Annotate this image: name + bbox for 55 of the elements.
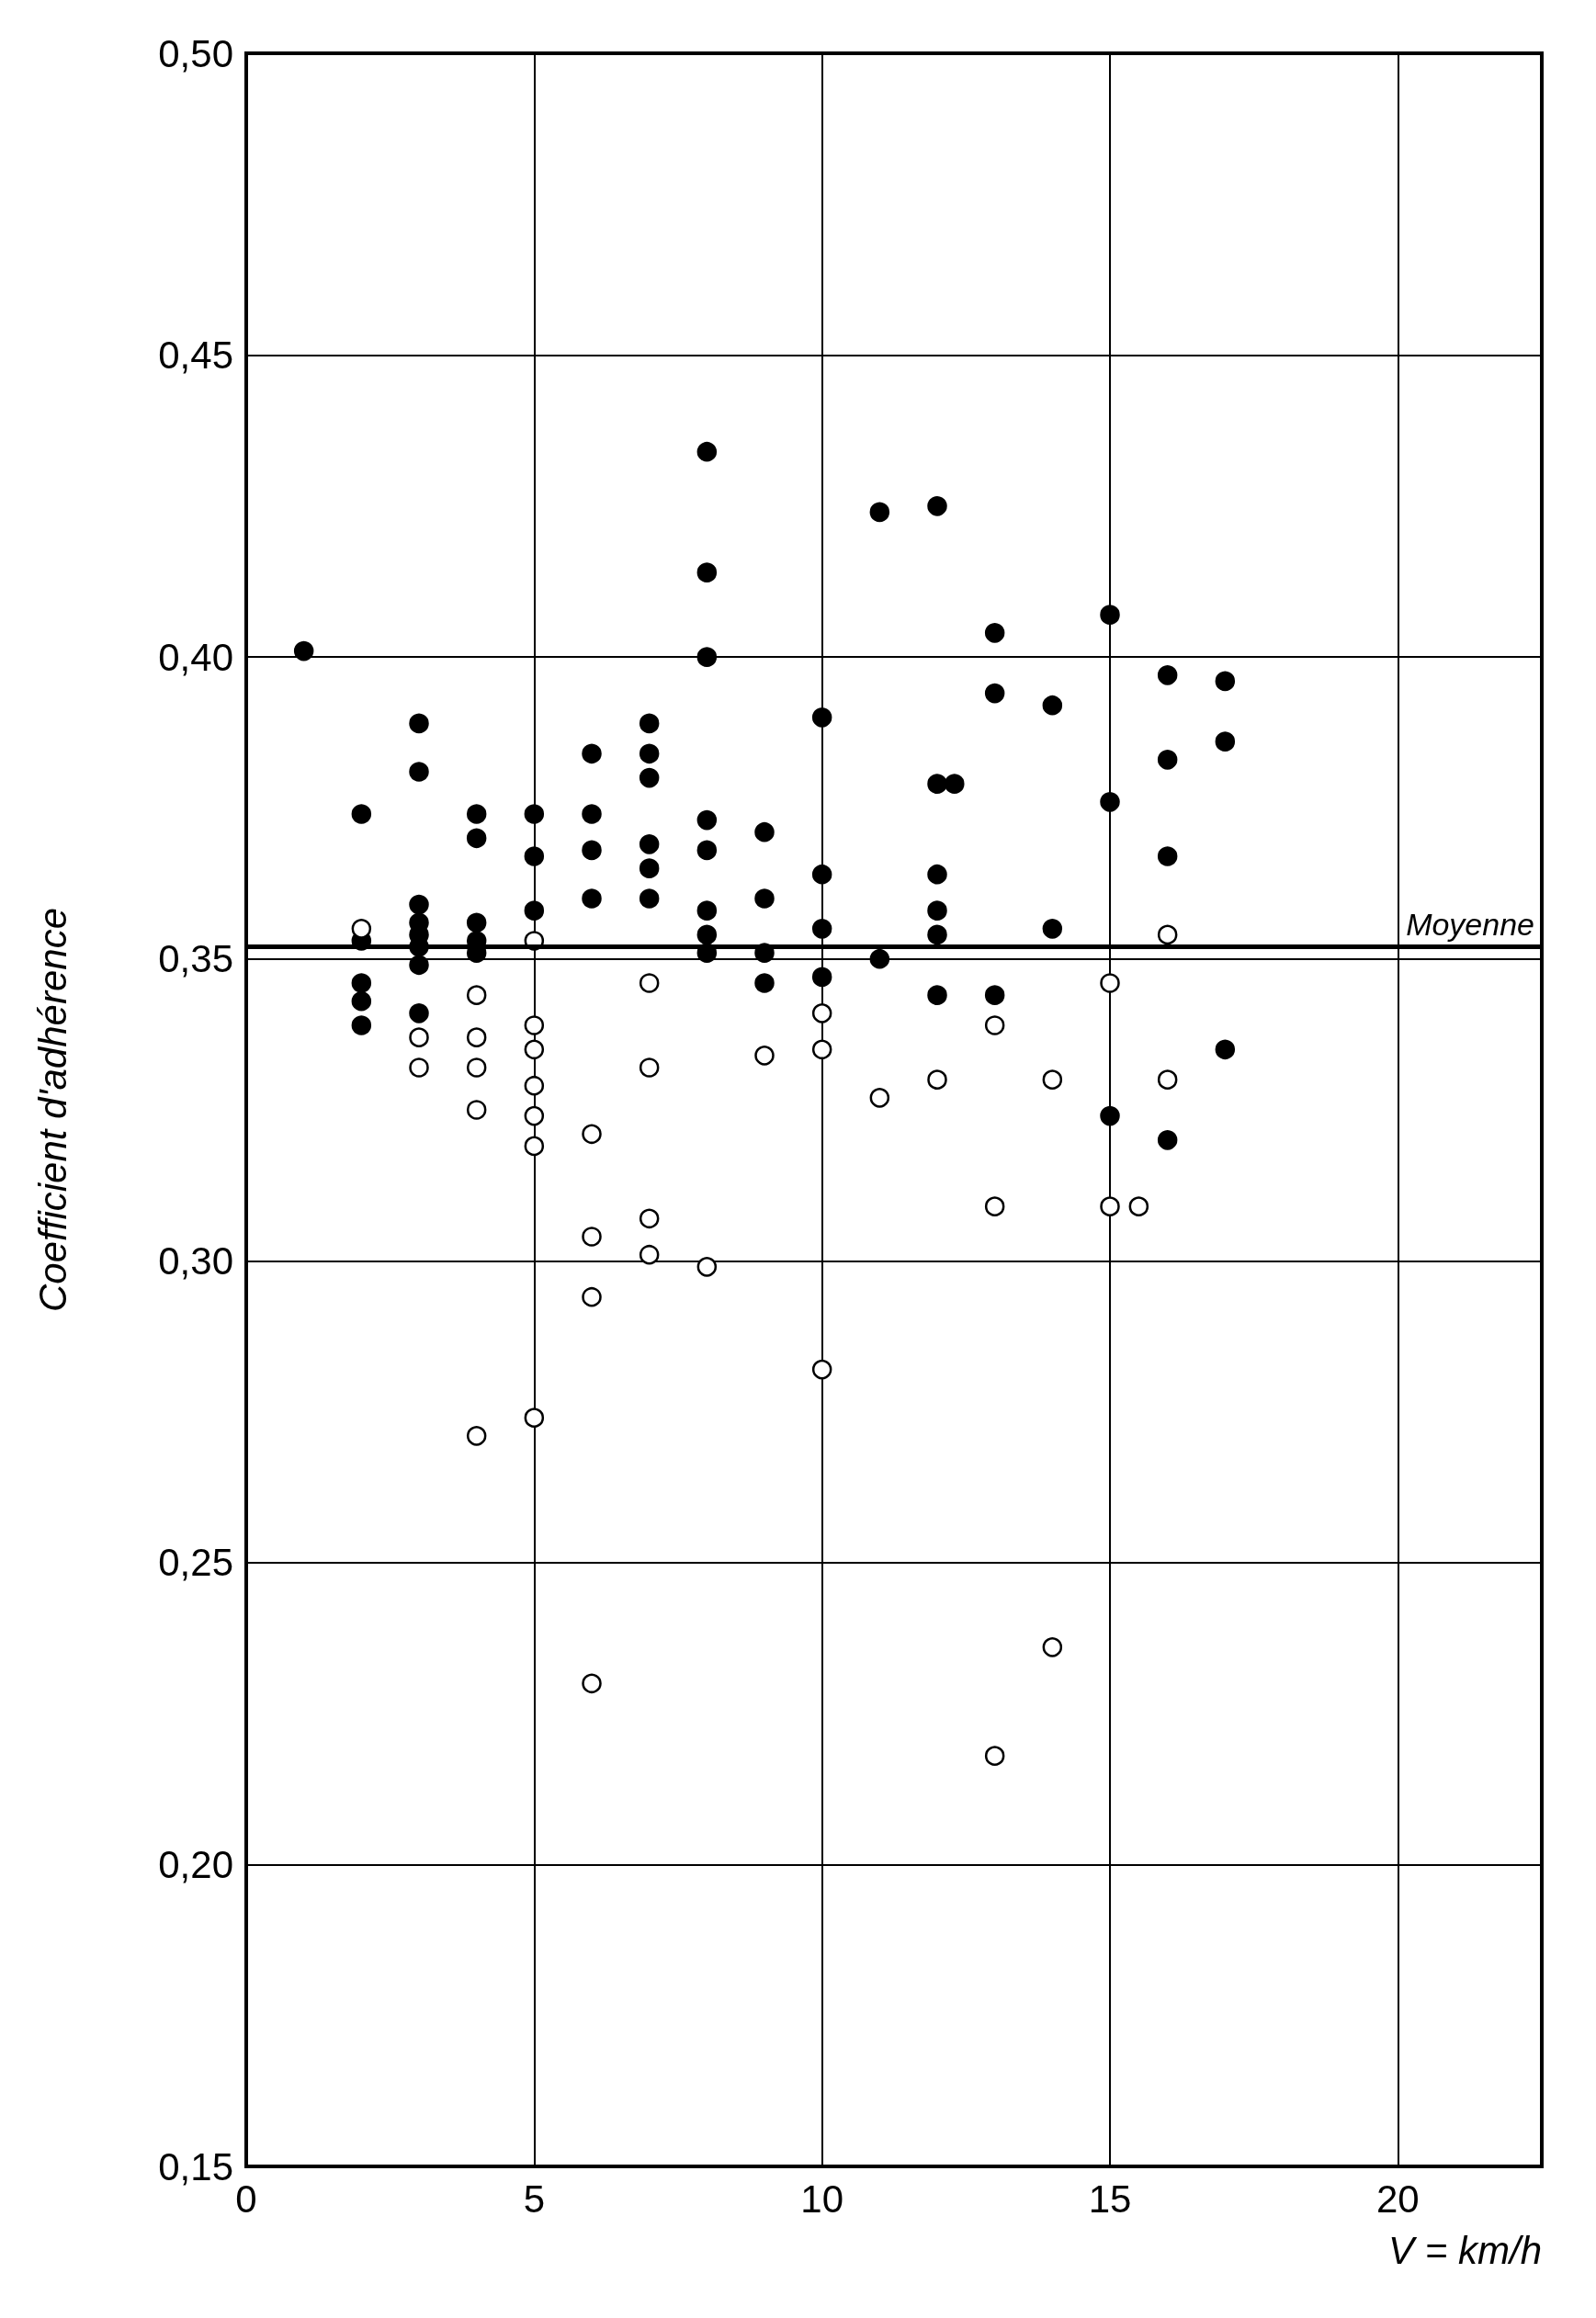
point <box>582 1124 602 1145</box>
point <box>811 1359 832 1380</box>
y-axis-title: Coefficient d'adhérence <box>30 908 74 1312</box>
point <box>351 919 372 939</box>
point <box>984 1196 1005 1216</box>
x-axis-title: V = km/h <box>1388 2228 1542 2272</box>
x-tick-label: 15 <box>1088 2177 1132 2221</box>
point <box>1157 924 1178 945</box>
point <box>1128 1196 1149 1216</box>
point <box>524 1105 545 1126</box>
y-tick-label: 0,50 <box>158 31 233 75</box>
point <box>409 1027 429 1047</box>
y-tick-label: 0,20 <box>158 1842 233 1886</box>
point <box>1100 1196 1120 1216</box>
point <box>466 1426 487 1446</box>
y-tick-label: 0,25 <box>158 1541 233 1585</box>
ref-line-label: Moyenne <box>1406 906 1534 942</box>
point <box>811 1039 832 1060</box>
point <box>524 1015 545 1035</box>
point <box>466 1057 487 1078</box>
point <box>466 985 487 1005</box>
y-tick-label: 0,15 <box>158 2144 233 2188</box>
point <box>869 1088 890 1108</box>
y-tick-label: 0,40 <box>158 635 233 679</box>
point <box>1157 1069 1178 1090</box>
point <box>1100 973 1120 993</box>
point <box>811 1003 832 1023</box>
x-tick-label: 20 <box>1375 2177 1420 2221</box>
point <box>582 1286 602 1307</box>
point <box>927 1069 947 1090</box>
point <box>466 1100 487 1120</box>
point <box>582 1227 602 1247</box>
point <box>639 1244 660 1265</box>
point <box>1042 1069 1063 1090</box>
point <box>639 1057 660 1078</box>
point <box>524 1408 545 1428</box>
point <box>984 1015 1005 1035</box>
point <box>409 1057 429 1078</box>
point <box>984 1746 1005 1766</box>
point <box>466 1027 487 1047</box>
point <box>524 1136 545 1157</box>
y-tick-label: 0,45 <box>158 334 233 378</box>
x-tick-label: 5 <box>523 2177 546 2221</box>
x-tick-label: 0 <box>235 2177 257 2221</box>
point <box>754 1046 775 1066</box>
point <box>1042 1637 1063 1657</box>
point <box>582 1673 602 1694</box>
point <box>524 1039 545 1060</box>
point <box>639 973 660 993</box>
y-tick-label: 0,35 <box>158 937 233 981</box>
point <box>639 1208 660 1229</box>
point <box>524 1075 545 1096</box>
point <box>696 1257 718 1277</box>
x-tick-label: 10 <box>800 2177 844 2221</box>
y-tick-label: 0,30 <box>158 1238 233 1283</box>
